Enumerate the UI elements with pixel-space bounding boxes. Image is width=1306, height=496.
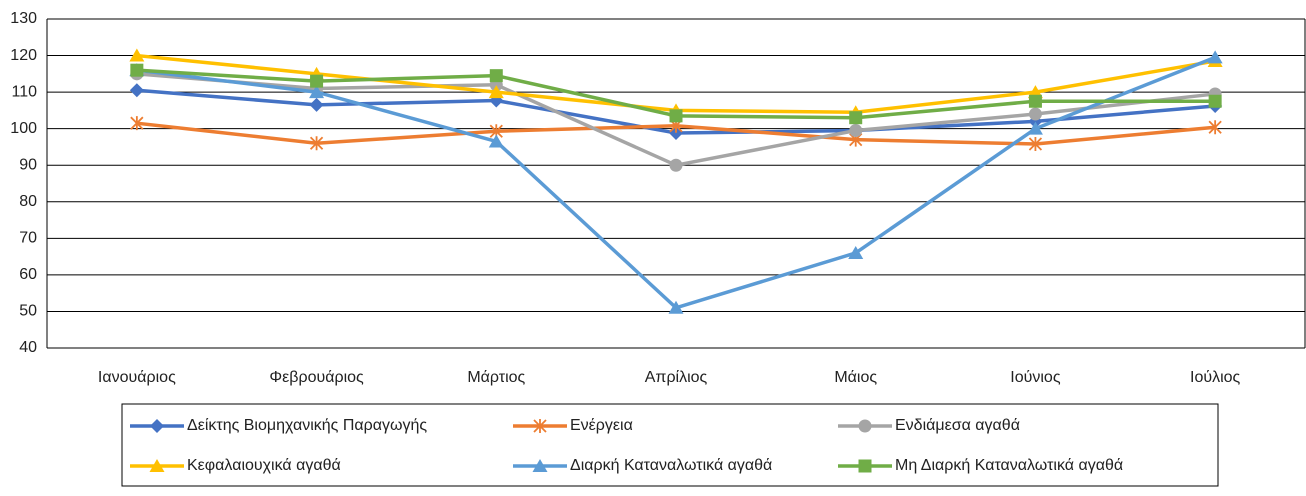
legend-label: Ενέργεια [570, 417, 633, 434]
data-point [1028, 107, 1042, 121]
legend-label: Μη Διαρκή Καταναλωτικά αγαθά [895, 457, 1123, 474]
data-point [488, 85, 504, 99]
x-tick-label: Μάιος [834, 369, 877, 386]
legend-marker [858, 459, 872, 473]
data-point [309, 97, 324, 112]
data-point [1208, 94, 1222, 108]
data-point [669, 158, 683, 172]
data-point [668, 300, 684, 314]
y-tick-label: 60 [19, 266, 37, 283]
data-point [1208, 120, 1222, 135]
legend-marker [532, 459, 548, 472]
data-point [129, 48, 145, 62]
legend-marker [858, 419, 872, 433]
data-point [669, 109, 683, 123]
data-point [1028, 137, 1043, 152]
x-tick-label: Φεβρουάριος [269, 369, 364, 386]
data-point [848, 245, 864, 259]
data-point [1028, 94, 1042, 108]
y-tick-label: 100 [10, 120, 37, 137]
data-point [849, 111, 863, 125]
legend-marker [533, 419, 547, 433]
series-line [136, 55, 1216, 310]
data-point [849, 123, 863, 137]
data-point [1027, 121, 1043, 135]
data-point [130, 63, 144, 77]
legend-marker [150, 419, 164, 433]
y-tick-label: 130 [10, 10, 37, 27]
data-point [309, 136, 324, 151]
legend-label: Κεφαλαιουχικά αγαθά [187, 457, 341, 474]
x-tick-label: Ιούλιος [1190, 369, 1241, 386]
data-point [309, 85, 325, 99]
x-tick-label: Απρίλιος [645, 369, 708, 386]
data-point [310, 74, 324, 88]
legend-label: Ενδιάμεσα αγαθά [895, 417, 1020, 434]
data-point [489, 69, 503, 83]
y-tick-label: 120 [10, 47, 37, 64]
y-tick-label: 40 [19, 339, 37, 356]
x-tick-label: Μάρτιος [467, 369, 525, 386]
data-point [669, 126, 683, 141]
y-tick-label: 110 [11, 83, 37, 100]
legend-marker [149, 459, 165, 472]
data-point [488, 134, 504, 148]
legend-label: Δείκτης Βιομηχανικής Παραγωγής [187, 417, 427, 434]
y-tick-label: 90 [19, 156, 37, 173]
data-point [129, 83, 144, 98]
data-point [130, 116, 144, 131]
x-tick-label: Ιανουάριος [98, 369, 176, 386]
y-tick-label: 70 [19, 230, 37, 247]
legend-box [121, 403, 1219, 487]
y-tick-label: 50 [19, 303, 37, 320]
x-tick-label: Ιούνιος [1010, 369, 1061, 386]
legend-label: Διαρκή Καταναλωτικά αγαθά [570, 457, 772, 474]
y-tick-label: 80 [19, 193, 37, 210]
data-point [1207, 50, 1223, 64]
